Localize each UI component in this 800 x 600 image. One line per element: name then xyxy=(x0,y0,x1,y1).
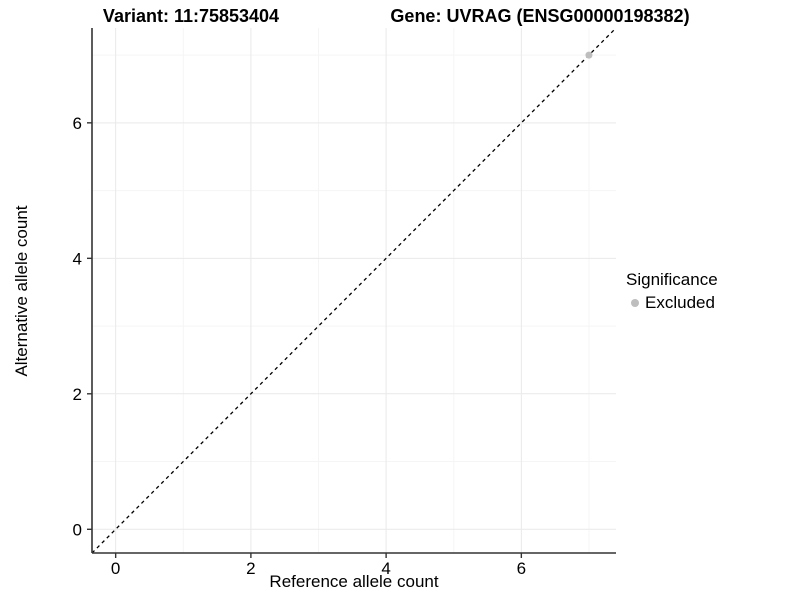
plot-title-gene: Gene: UVRAG (ENSG00000198382) xyxy=(390,6,690,26)
y-tick-label: 0 xyxy=(73,520,82,539)
y-tick-label: 6 xyxy=(73,114,82,133)
x-axis-label: Reference allele count xyxy=(269,572,439,591)
legend-item-label: Excluded xyxy=(645,293,715,312)
identity-line xyxy=(91,27,617,554)
x-tick-label: 0 xyxy=(111,559,120,578)
x-tick-label: 2 xyxy=(246,559,255,578)
legend-title: Significance xyxy=(626,270,718,289)
x-tick-label: 4 xyxy=(381,559,390,578)
y-axis-label: Alternative allele count xyxy=(12,205,31,377)
legend: Significance Excluded xyxy=(626,270,796,313)
plot-title-variant: Variant: 11:75853404 xyxy=(102,6,280,26)
x-tick-label: 6 xyxy=(517,559,526,578)
y-tick-label: 2 xyxy=(73,385,82,404)
legend-point-icon xyxy=(631,299,639,307)
y-tick-label: 4 xyxy=(73,249,82,268)
legend-item-excluded: Excluded xyxy=(626,293,796,313)
data-point xyxy=(585,51,593,59)
